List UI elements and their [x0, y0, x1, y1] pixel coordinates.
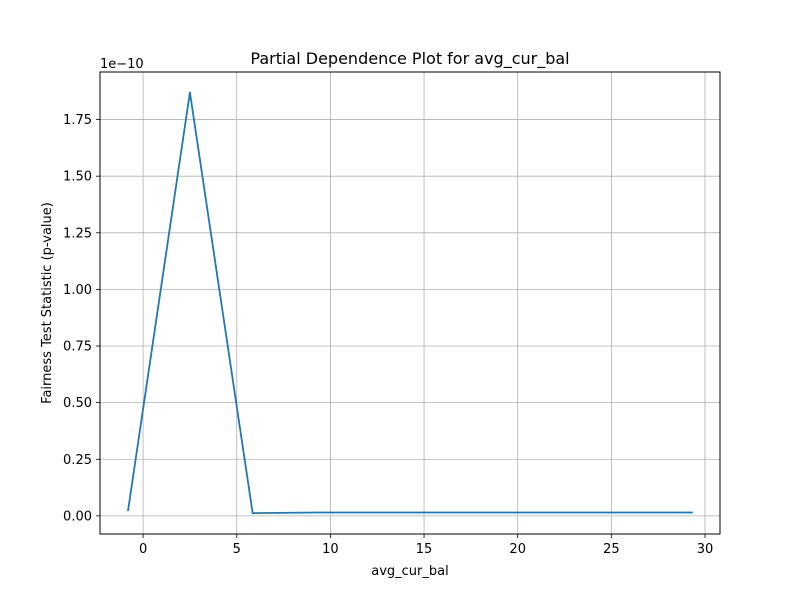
- x-tick-label: 25: [603, 542, 620, 557]
- y-tick-label: 1.75: [63, 113, 92, 128]
- x-tick-label: 30: [697, 542, 714, 557]
- y-axis-offset-label: 1e−10: [100, 57, 144, 72]
- y-tick-label: 0.00: [63, 509, 92, 524]
- y-tick-label: 0.50: [63, 396, 92, 411]
- y-tick-label: 1.50: [63, 170, 92, 185]
- x-tick-label: 15: [416, 542, 433, 557]
- y-tick-label: 1.25: [63, 226, 92, 241]
- chart-title: Partial Dependence Plot for avg_cur_bal: [250, 49, 569, 69]
- x-tick-label: 10: [322, 542, 339, 557]
- y-tick-label: 0.75: [63, 340, 92, 355]
- x-axis-label: avg_cur_bal: [371, 564, 448, 579]
- x-tick-label: 5: [233, 542, 241, 557]
- x-tick-label: 0: [139, 542, 147, 557]
- y-tick-label: 1.00: [63, 283, 92, 298]
- y-axis-label: Fairness Test Statistic (p-value): [40, 202, 55, 404]
- y-tick-label: 0.25: [63, 453, 92, 468]
- x-tick-label: 20: [509, 542, 526, 557]
